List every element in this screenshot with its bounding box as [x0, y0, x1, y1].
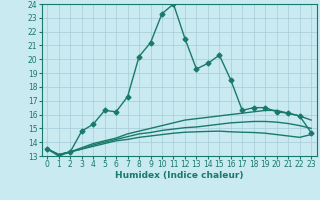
X-axis label: Humidex (Indice chaleur): Humidex (Indice chaleur) — [115, 171, 244, 180]
